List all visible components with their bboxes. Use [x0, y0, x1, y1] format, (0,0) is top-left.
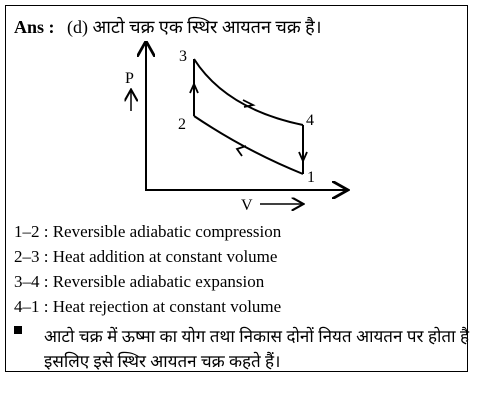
- pv-diagram: P V 1 2 3 4: [116, 41, 356, 214]
- answer-statement: आटो चक्र एक स्थिर आयतन चक्र है।: [92, 17, 322, 37]
- note-text: आटो चक्र में ऊष्मा का योग तथा निकास दोनो…: [44, 327, 469, 371]
- arrow-process-2-3: [189, 81, 199, 94]
- answer-box: Ans : (d) आटो चक्र एक स्थिर आयतन चक्र है…: [5, 5, 469, 374]
- answer-line: Ans : (d) आटो चक्र एक स्थिर आयतन चक्र है…: [14, 15, 322, 39]
- y-axis-label: P: [125, 70, 134, 87]
- arrow-process-3-4: [242, 99, 256, 108]
- process-1-2: 1–2 : Reversible adiabatic compression: [14, 222, 282, 241]
- bullet-icon: [14, 326, 22, 334]
- point-label-3: 3: [179, 48, 187, 65]
- point-label-2: 2: [178, 116, 186, 133]
- answer-option: (d): [67, 17, 89, 37]
- arrow-process-4-1: [298, 151, 308, 164]
- process-2-3: 2–3 : Heat addition at constant volume: [14, 247, 278, 266]
- x-axis-label: V: [241, 197, 253, 214]
- process-1-2-curve: [193, 115, 304, 175]
- point-label-4: 4: [306, 112, 314, 129]
- process-4-1: 4–1 : Heat rejection at constant volume: [14, 297, 282, 316]
- point-label-1: 1: [307, 169, 315, 186]
- process-3-4-curve: [193, 58, 304, 126]
- answer-prefix: Ans :: [14, 17, 55, 37]
- note: आटो चक्र में ऊष्मा का योग तथा निकास दोनो…: [14, 324, 469, 374]
- process-3-4: 3–4 : Reversible adiabatic expansion: [14, 272, 265, 291]
- arrow-process-1-2: [235, 145, 247, 157]
